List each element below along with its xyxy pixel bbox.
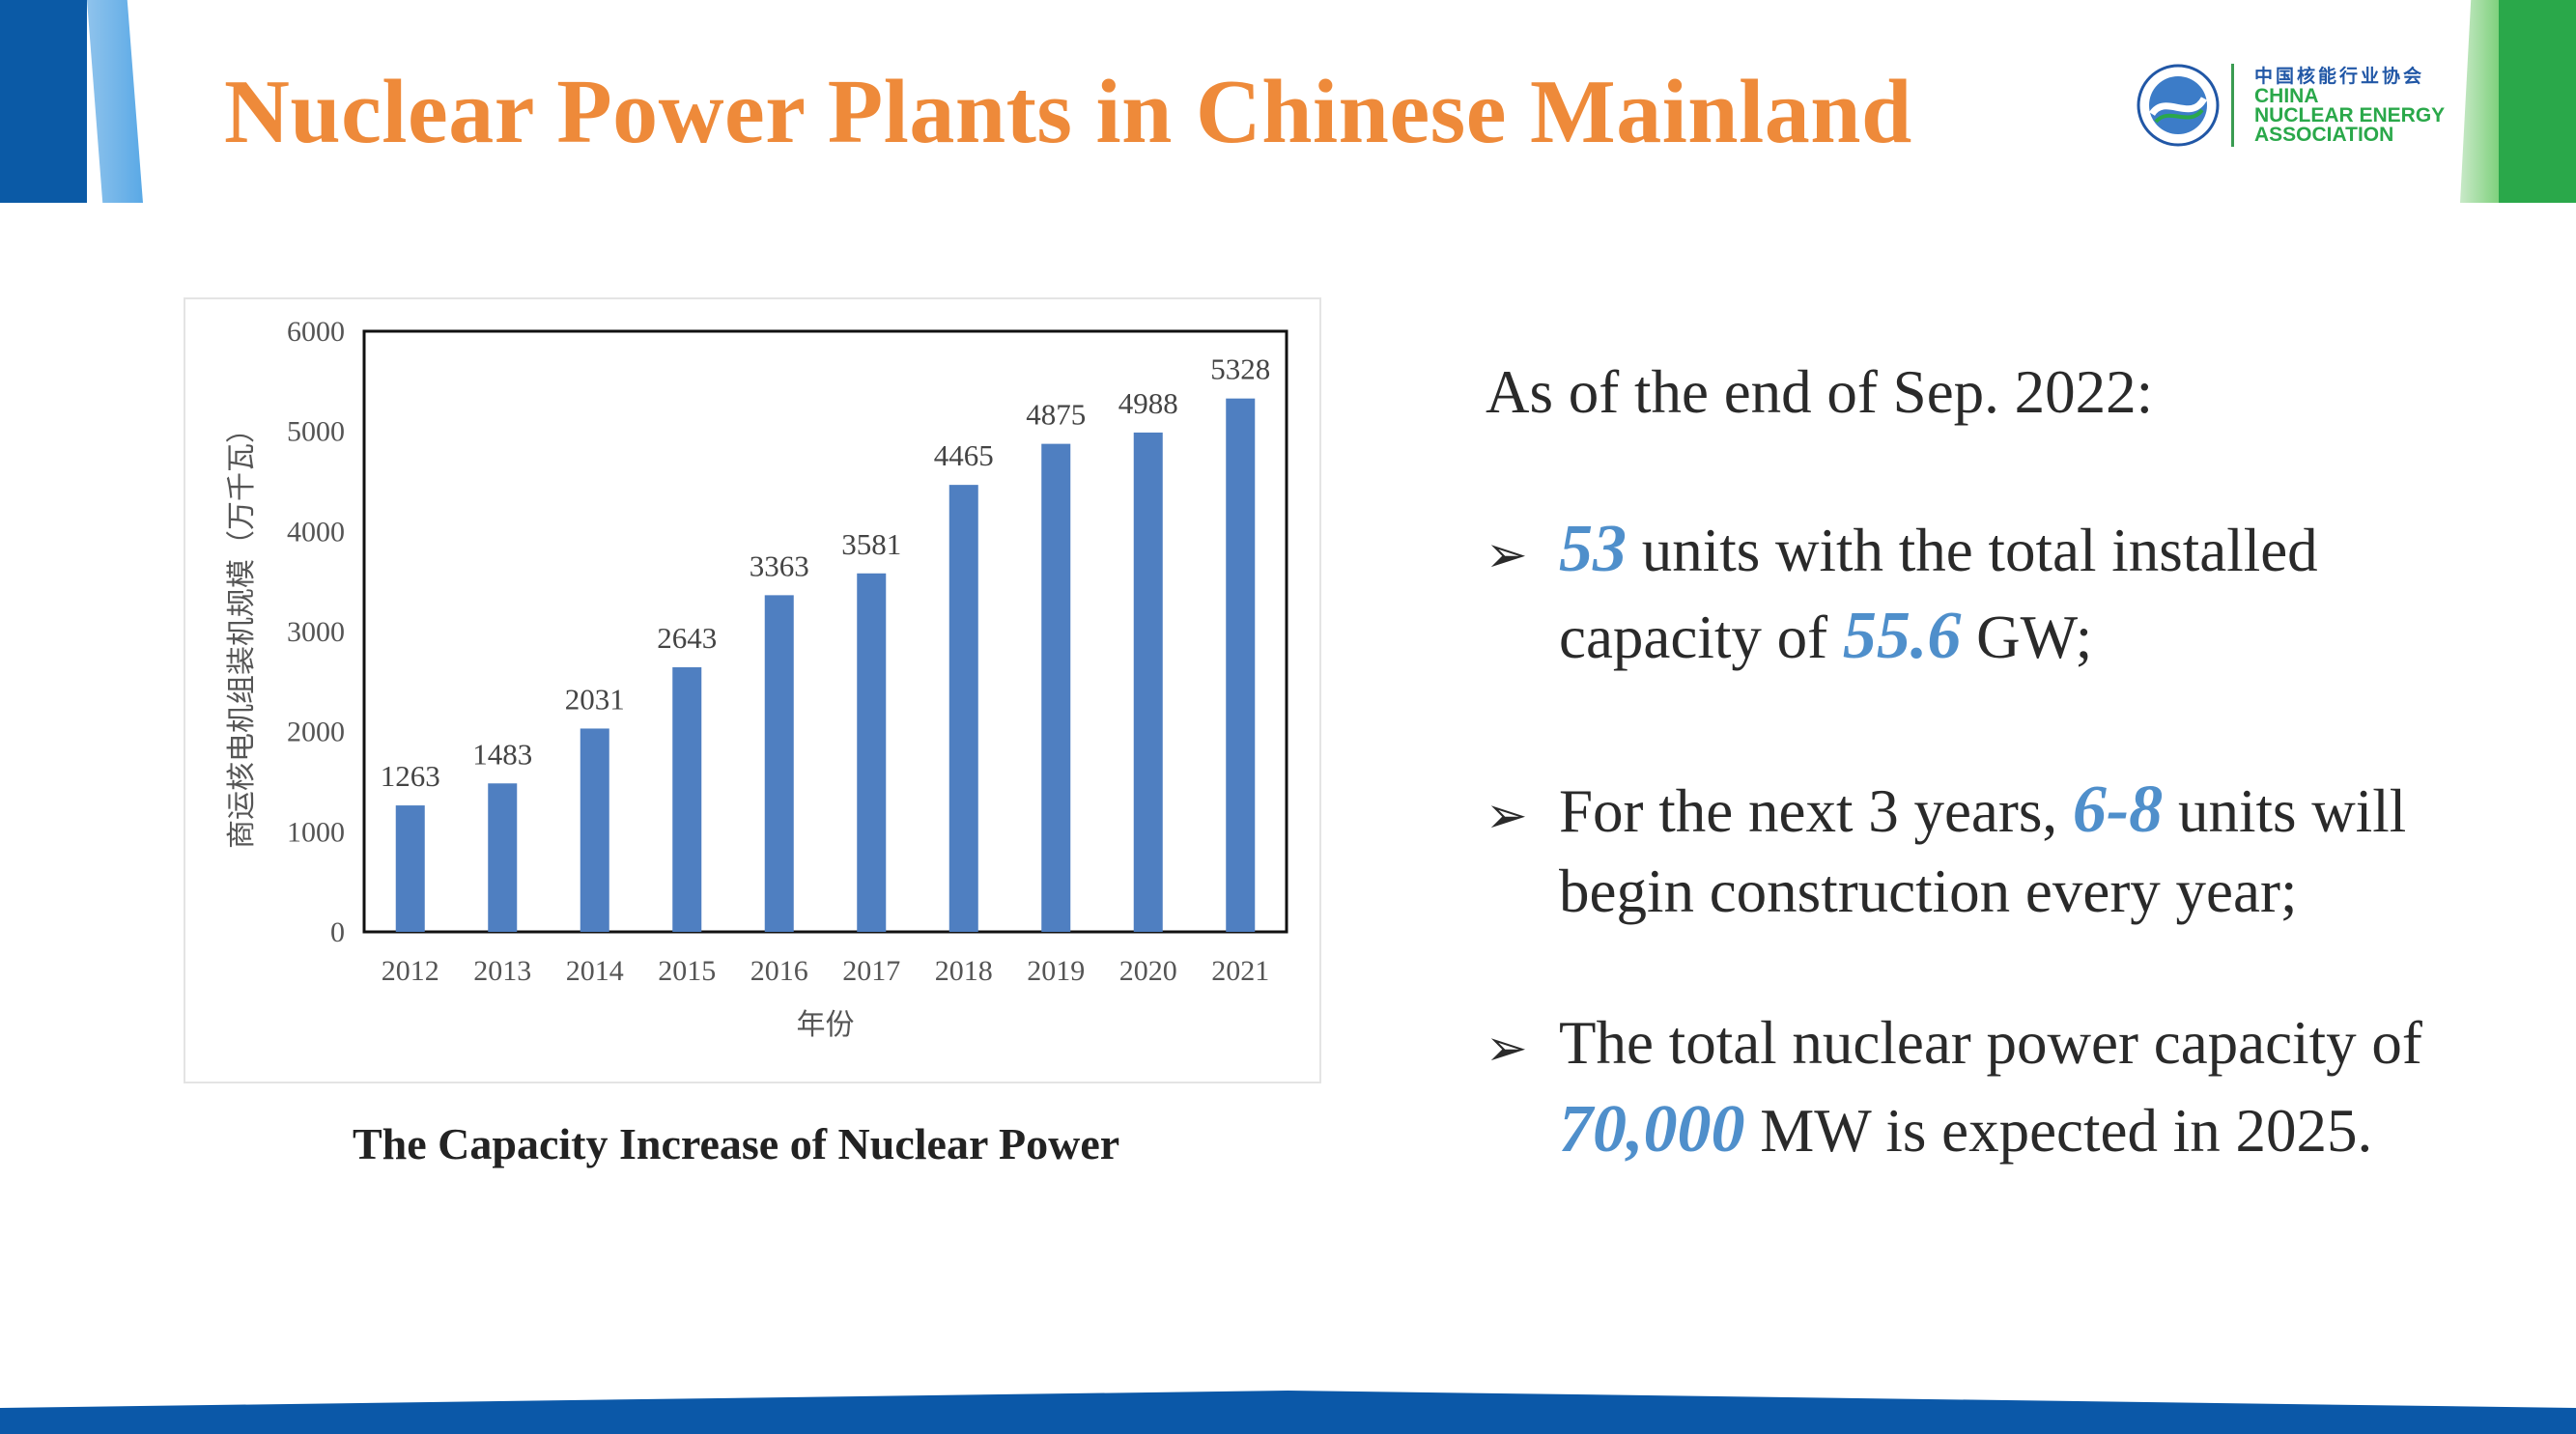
bar-2018 (948, 485, 978, 932)
x-tick-label-2018: 2018 (935, 955, 993, 987)
bar-2020 (1133, 432, 1163, 932)
x-axis-label: 年份 (797, 1008, 855, 1042)
data-label-2016: 3363 (750, 548, 809, 582)
x-tick-label-2013: 2013 (473, 955, 531, 987)
bar-2017 (857, 573, 887, 932)
bar-2014 (580, 728, 609, 932)
y-tick-label: 5000 (287, 416, 345, 448)
bar-2015 (672, 667, 702, 932)
x-tick-label-2012: 2012 (382, 955, 439, 987)
units-range: 6-8 (2072, 773, 2164, 847)
logo-en-line2: NUCLEAR ENERGY (2254, 104, 2446, 127)
x-tick-label-2016: 2016 (750, 955, 808, 987)
bullet-units-line1: 53 units with the total installed (1559, 512, 2318, 586)
total-capacity-value: 70,000 (1559, 1092, 1745, 1167)
capacity-value: 55.6 (1842, 599, 1962, 673)
x-tick-label-2015: 2015 (658, 955, 716, 987)
capacity-chart: 0 1000 2000 3000 4000 5000 6000 1263 2012 1483 201… (184, 297, 1321, 1083)
y-tick-label: 3000 (287, 616, 345, 648)
x-tick-label-2021: 2021 (1211, 955, 1269, 987)
y-tick-label: 2000 (287, 717, 345, 748)
bullet-units-line2: capacity of 55.6 GW; (1559, 599, 2093, 673)
bullet-total-line2: 70,000 MW is expected in 2025. (1559, 1092, 2373, 1167)
arrow-bullet-icon: ➢ (1486, 1020, 1528, 1078)
arrow-bullet-icon: ➢ (1486, 787, 1528, 845)
x-tick-label-2020: 2020 (1119, 955, 1177, 987)
x-tick-label-2019: 2019 (1027, 955, 1085, 987)
y-tick-label: 6000 (287, 316, 345, 348)
units-count: 53 (1559, 512, 1627, 586)
logo-english-name: CHINA NUCLEAR ENERGY ASSOCIATION (2254, 85, 2446, 146)
bar-2019 (1041, 443, 1071, 932)
globe-icon (2137, 64, 2220, 147)
data-label-2014: 2031 (565, 682, 625, 716)
x-tick-label-2017: 2017 (842, 955, 900, 987)
intro-text: As of the end of Sep. 2022: (1486, 358, 2154, 426)
data-label-2021: 5328 (1210, 352, 1270, 386)
bottom-band (0, 1391, 2576, 1434)
bullet-construction-line2: begin construction every year; (1559, 858, 2298, 925)
bullet-construction-line1: For the next 3 years, 6-8 units will (1559, 773, 2407, 847)
cnea-logo: 中国核能行业协会 CHINA NUCLEAR ENERGY ASSOCIATIO… (2137, 58, 2445, 150)
data-label-2013: 1483 (472, 737, 532, 771)
logo-divider (2231, 64, 2234, 147)
bar-2016 (764, 595, 794, 932)
y-tick-label: 0 (330, 916, 345, 948)
bullet-total-line1: The total nuclear power capacity of (1559, 1009, 2422, 1077)
logo-en-line3: ASSOCIATION (2254, 124, 2394, 146)
header-right-bar (2499, 0, 2576, 203)
header-left-stripe (87, 0, 143, 203)
logo-en-line1: CHINA (2254, 85, 2319, 107)
arrow-bullet-icon: ➢ (1486, 526, 1528, 584)
data-label-2012: 1263 (381, 759, 440, 793)
bar-2021 (1226, 398, 1256, 932)
x-tick-label-2014: 2014 (566, 955, 624, 987)
data-label-2015: 2643 (657, 621, 717, 655)
chart-caption: The Capacity Increase of Nuclear Power (353, 1119, 1120, 1168)
capacity-bar-chart: 0 1000 2000 3000 4000 5000 6000 1263 2012 1483 201… (225, 316, 1288, 1042)
page-title: Nuclear Power Plants in Chinese Mainland (224, 62, 1912, 162)
data-label-2018: 4465 (934, 438, 994, 472)
bar-2013 (488, 783, 518, 932)
y-tick-label: 4000 (287, 516, 345, 548)
bar-2012 (395, 805, 425, 932)
header-right-stripe (2460, 0, 2499, 203)
plot-frame (362, 329, 1288, 934)
data-label-2019: 4875 (1026, 398, 1086, 432)
header-left-bar (0, 0, 87, 203)
y-axis-label: 商运核电机组装机规模（万千瓦） (225, 414, 259, 849)
data-label-2017: 3581 (841, 527, 901, 561)
logo-chinese-name: 中国核能行业协会 (2254, 66, 2425, 87)
data-label-2020: 4988 (1118, 386, 1178, 420)
y-tick-label: 1000 (287, 816, 345, 848)
